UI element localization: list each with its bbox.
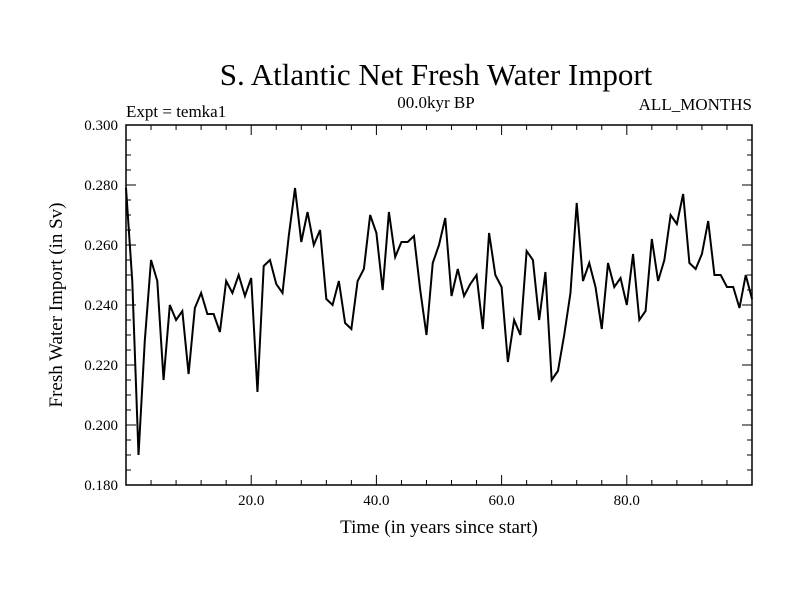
x-tick-label: 60.0 bbox=[488, 493, 514, 509]
experiment-label: Expt = temka1 bbox=[126, 102, 226, 121]
y-tick-label: 0.260 bbox=[84, 238, 118, 254]
axis-ticks bbox=[125, 124, 753, 486]
y-tick-labels: 0.180 0.200 0.220 0.240 0.260 0.280 0.300 bbox=[84, 118, 118, 494]
months-label: ALL_MONTHS bbox=[639, 95, 752, 114]
y-tick-label: 0.280 bbox=[84, 178, 118, 194]
y-axis-label: Fresh Water Import (in Sv) bbox=[46, 203, 67, 408]
x-tick-label: 40.0 bbox=[363, 493, 389, 509]
chart-title: S. Atlantic Net Fresh Water Import bbox=[220, 57, 653, 92]
series-line bbox=[125, 187, 753, 456]
plot-frame bbox=[125, 124, 753, 486]
x-tick-labels: 20.0 40.0 60.0 80.0 bbox=[238, 493, 640, 509]
x-tick-label: 20.0 bbox=[238, 493, 264, 509]
x-tick-label: 80.0 bbox=[614, 493, 640, 509]
y-tick-label: 0.180 bbox=[84, 478, 118, 494]
x-axis-label: Time (in years since start) bbox=[340, 517, 538, 538]
y-tick-label: 0.240 bbox=[84, 298, 118, 314]
y-tick-label: 0.220 bbox=[84, 358, 118, 374]
y-tick-label: 0.200 bbox=[84, 418, 118, 434]
y-tick-label: 0.300 bbox=[84, 118, 118, 134]
time-period-label: 00.0kyr BP bbox=[397, 93, 474, 112]
